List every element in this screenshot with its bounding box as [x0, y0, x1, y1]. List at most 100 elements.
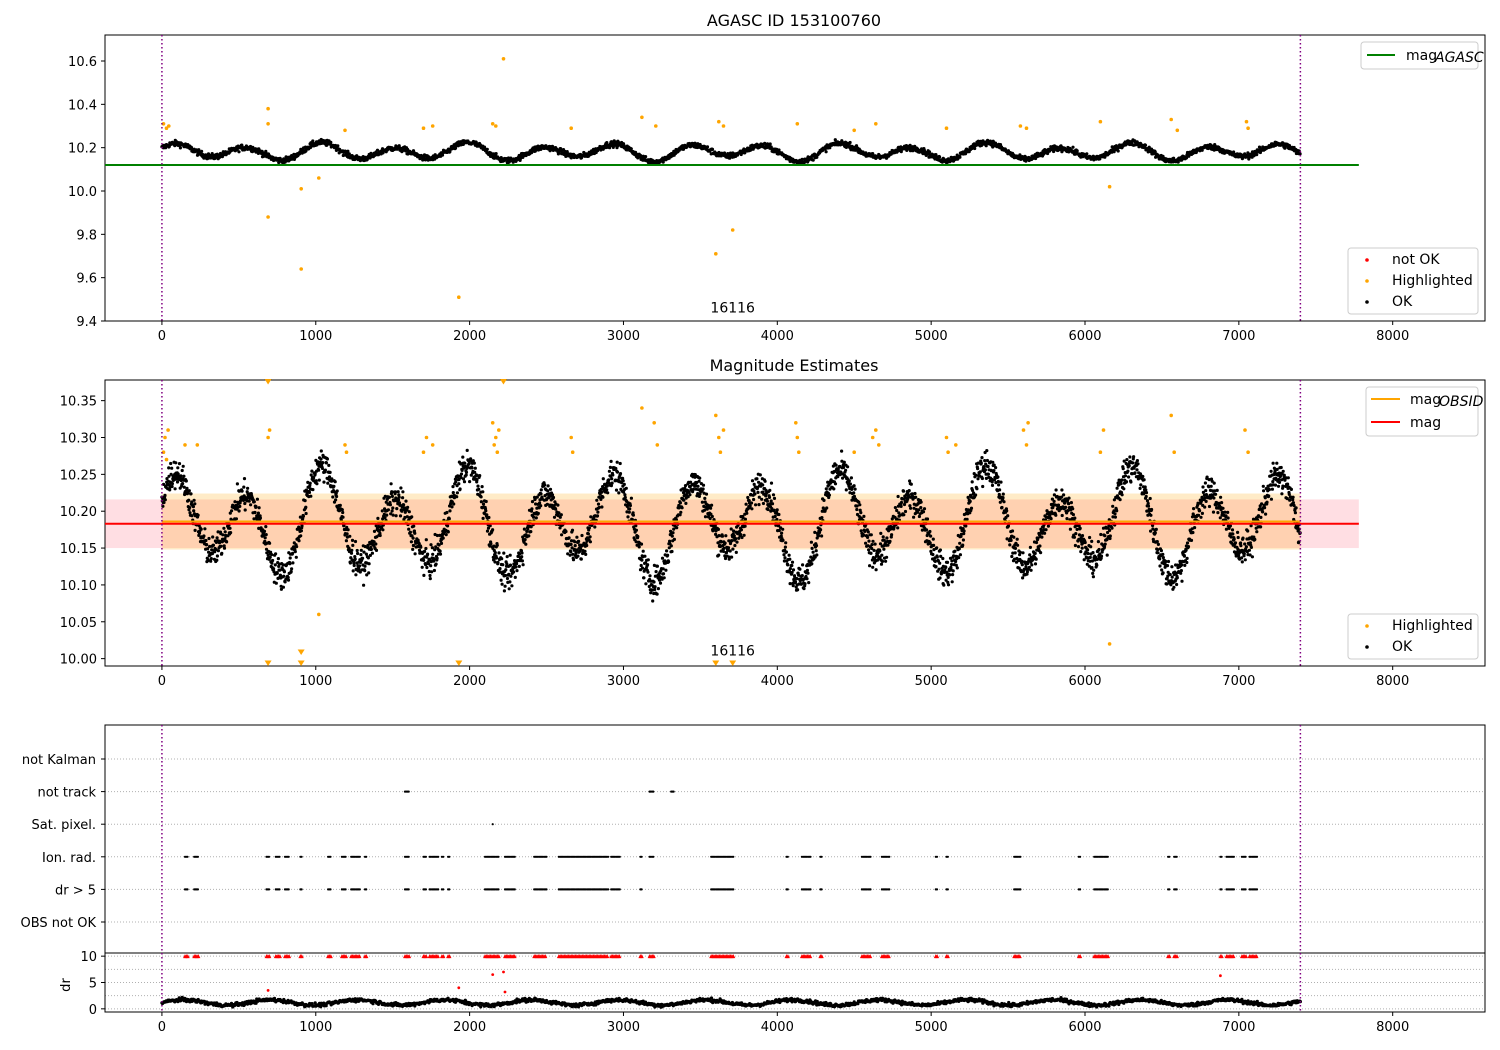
ok-point — [703, 515, 708, 519]
ok-point — [950, 559, 954, 563]
ok-point — [642, 576, 646, 580]
ok-point — [665, 549, 669, 553]
ok-point — [908, 149, 913, 153]
legend-label-mag: mag — [1406, 48, 1437, 64]
ok-point — [833, 138, 837, 142]
ok-point — [523, 538, 527, 542]
ok-point — [689, 480, 693, 484]
ok-point — [221, 533, 225, 537]
ok-point — [264, 149, 268, 153]
ok-point — [494, 152, 498, 156]
ok-point — [484, 499, 488, 504]
ok-point — [958, 155, 962, 159]
y-tick-label: 10.6 — [68, 55, 97, 70]
ok-point — [709, 506, 713, 510]
ok-point — [225, 540, 229, 544]
ok-point — [199, 527, 203, 531]
ok-point — [864, 541, 868, 545]
ok-point — [801, 563, 805, 567]
ok-point — [238, 504, 242, 508]
ok-point — [653, 585, 657, 589]
ok-point — [222, 526, 226, 530]
ok-point — [890, 533, 894, 537]
ok-point — [758, 473, 762, 477]
ok-point — [775, 508, 779, 512]
ok-point — [353, 539, 358, 544]
ok-point — [819, 528, 823, 532]
ok-point — [902, 513, 906, 517]
ok-point — [636, 534, 640, 539]
y-tick-label: 10.25 — [60, 468, 97, 483]
ok-point — [844, 468, 848, 472]
ok-point — [564, 529, 568, 534]
ok-point — [770, 502, 775, 506]
ok-point — [505, 576, 510, 581]
ok-point — [352, 563, 356, 568]
ok-point — [397, 495, 401, 499]
ok-point — [634, 540, 638, 544]
ok-point — [365, 573, 369, 577]
ok-point — [655, 592, 659, 596]
highlighted-point — [730, 228, 735, 232]
ok-point — [798, 567, 802, 571]
ok-point — [281, 585, 285, 589]
ok-point — [325, 457, 329, 461]
ok-point — [167, 474, 171, 478]
ok-point — [735, 540, 739, 544]
ok-point — [363, 569, 367, 573]
ok-point — [409, 540, 413, 544]
ok-point — [869, 551, 873, 555]
ok-point — [534, 516, 538, 520]
ok-point — [322, 480, 326, 484]
ok-point — [710, 503, 714, 507]
ok-point — [203, 527, 207, 531]
ok-point — [404, 499, 408, 503]
ok-point — [190, 514, 194, 518]
ok-point — [629, 147, 633, 151]
ok-point — [206, 547, 210, 551]
ok-point — [463, 461, 467, 465]
ok-point — [398, 514, 403, 518]
ok-point — [364, 552, 368, 556]
ok-point — [783, 556, 787, 560]
ok-point — [784, 550, 789, 554]
ok-point — [466, 465, 470, 469]
ok-point — [209, 557, 213, 561]
ok-point — [243, 501, 247, 506]
ok-point — [327, 475, 332, 479]
ok-point — [215, 558, 219, 562]
ok-point — [704, 492, 709, 496]
ok-point — [567, 536, 571, 540]
ok-point — [300, 524, 304, 528]
ok-point — [728, 549, 732, 553]
ok-points — [160, 448, 1302, 603]
ok-point — [815, 553, 819, 557]
ok-point — [878, 549, 882, 553]
ok-point — [846, 465, 850, 469]
ok-point — [223, 537, 227, 541]
ok-point — [814, 549, 818, 553]
ok-point — [643, 554, 647, 558]
ok-point — [879, 531, 883, 536]
ok-point — [569, 542, 573, 547]
ok-point — [750, 143, 754, 147]
ok-point — [461, 477, 466, 481]
ok-point — [372, 540, 376, 544]
ok-point — [618, 461, 622, 466]
ok-point — [570, 528, 575, 532]
ok-point — [496, 560, 500, 565]
ok-point — [262, 533, 266, 537]
ok-point — [163, 498, 167, 502]
ok-point — [907, 489, 911, 493]
ok-point — [317, 468, 321, 472]
ok-point — [820, 516, 824, 520]
ok-point — [289, 569, 293, 574]
ok-point — [772, 508, 776, 512]
ok-point — [275, 571, 279, 575]
ok-point — [264, 547, 269, 551]
highlighted-point — [1175, 128, 1180, 133]
panel1-title: AGASC ID 153100760 — [707, 11, 881, 30]
ok-point — [809, 540, 814, 544]
ok-point — [859, 510, 863, 515]
panel1-frame — [104, 34, 1486, 322]
